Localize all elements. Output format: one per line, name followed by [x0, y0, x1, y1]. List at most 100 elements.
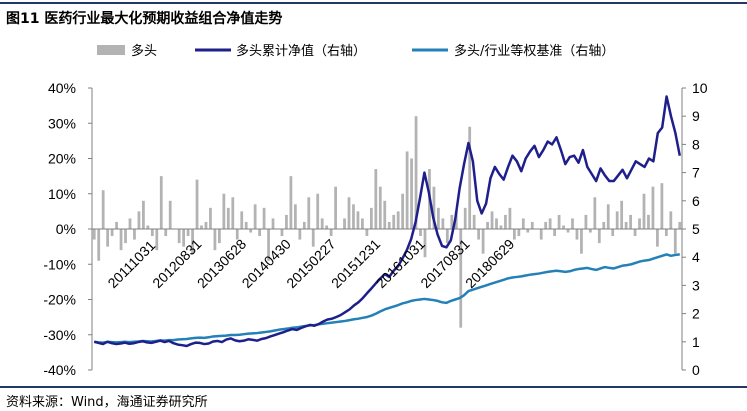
bar [124, 229, 127, 244]
bar [195, 179, 199, 229]
bar [267, 229, 270, 261]
bar [508, 207, 512, 229]
bar [597, 229, 601, 244]
bar [521, 218, 525, 229]
bar [557, 214, 561, 229]
bar [669, 211, 673, 230]
right-tick-label: 10 [692, 80, 708, 96]
left-tick-label: -10% [43, 256, 76, 272]
bar [222, 193, 226, 229]
bar [633, 229, 637, 237]
bar [356, 211, 360, 230]
legend: 多头 多头累计净值（右轴） 多头/行业等权基准（右轴） [97, 43, 614, 59]
x-date-label: 20111031 [104, 237, 158, 291]
left-axis-ticks: 40% 30% 20% 10% 0% -10% -20% -30% -40% [43, 80, 92, 378]
bar [204, 221, 208, 229]
bar [235, 229, 239, 240]
bar [642, 193, 646, 229]
bottom-rule [0, 386, 747, 388]
top-rule [0, 2, 747, 4]
bar [615, 211, 619, 230]
bar [664, 229, 668, 237]
bar [656, 229, 659, 247]
bar [119, 229, 123, 251]
bar [186, 229, 190, 237]
bar [369, 207, 373, 229]
bar [164, 229, 168, 237]
bar [517, 229, 521, 237]
bar [374, 169, 378, 229]
right-tick-label: 6 [692, 193, 700, 209]
bar [638, 218, 641, 229]
bar [115, 221, 118, 229]
benchmark-line [94, 253, 680, 344]
bar [218, 229, 221, 244]
bar [280, 229, 284, 237]
bar [562, 225, 565, 229]
bar [262, 207, 266, 229]
bar [311, 229, 315, 247]
right-tick-label: 8 [692, 136, 700, 152]
bar [539, 229, 543, 240]
bar [325, 225, 329, 229]
bar [566, 229, 570, 233]
bar [383, 200, 387, 229]
bar [133, 229, 136, 240]
bar [606, 204, 610, 229]
bar [209, 207, 212, 229]
bar [365, 229, 369, 237]
bar [253, 204, 257, 229]
bar [445, 229, 449, 244]
bar [571, 218, 574, 229]
right-tick-label: 1 [692, 334, 700, 350]
left-tick-label: 10% [48, 186, 76, 202]
bar [660, 183, 664, 229]
bar [316, 193, 320, 229]
bar [410, 158, 413, 229]
bar [378, 186, 382, 229]
bar [146, 225, 150, 229]
bar [329, 229, 333, 237]
right-tick-label: 4 [692, 249, 700, 265]
bar [137, 211, 141, 230]
bar [244, 221, 248, 229]
bar [361, 218, 364, 229]
bar [226, 207, 230, 229]
bar [320, 218, 324, 229]
legend-label-benchmark: 多头/行业等权基准（右轴） [454, 43, 614, 59]
bar [271, 218, 275, 229]
bar [588, 229, 592, 233]
bar-series [92, 116, 682, 328]
bar [177, 229, 181, 244]
bar [298, 229, 302, 240]
bar [602, 221, 606, 229]
bar [472, 214, 476, 229]
bar [450, 214, 454, 229]
bar [437, 207, 440, 229]
bar [504, 214, 507, 229]
bar [495, 218, 498, 229]
source-note: 资料来源：Wind，海通证券研究所 [6, 395, 208, 410]
bar [231, 197, 235, 229]
bar [213, 229, 217, 251]
bar [258, 229, 261, 237]
left-tick-label: 40% [48, 80, 76, 96]
bar [620, 200, 624, 229]
bar [490, 211, 494, 230]
bar [401, 193, 405, 229]
bar [159, 176, 163, 230]
bar [191, 229, 194, 254]
bar [481, 229, 485, 254]
bar [347, 197, 351, 229]
bar [128, 218, 132, 229]
left-tick-label: -40% [43, 362, 76, 378]
bar [624, 221, 628, 229]
bar [92, 229, 96, 240]
bar [182, 229, 186, 247]
left-tick-label: 0% [56, 221, 76, 237]
bar [200, 225, 203, 229]
left-tick-label: -30% [43, 327, 76, 343]
bar [343, 218, 346, 229]
bar [423, 229, 427, 258]
bar [513, 229, 516, 240]
